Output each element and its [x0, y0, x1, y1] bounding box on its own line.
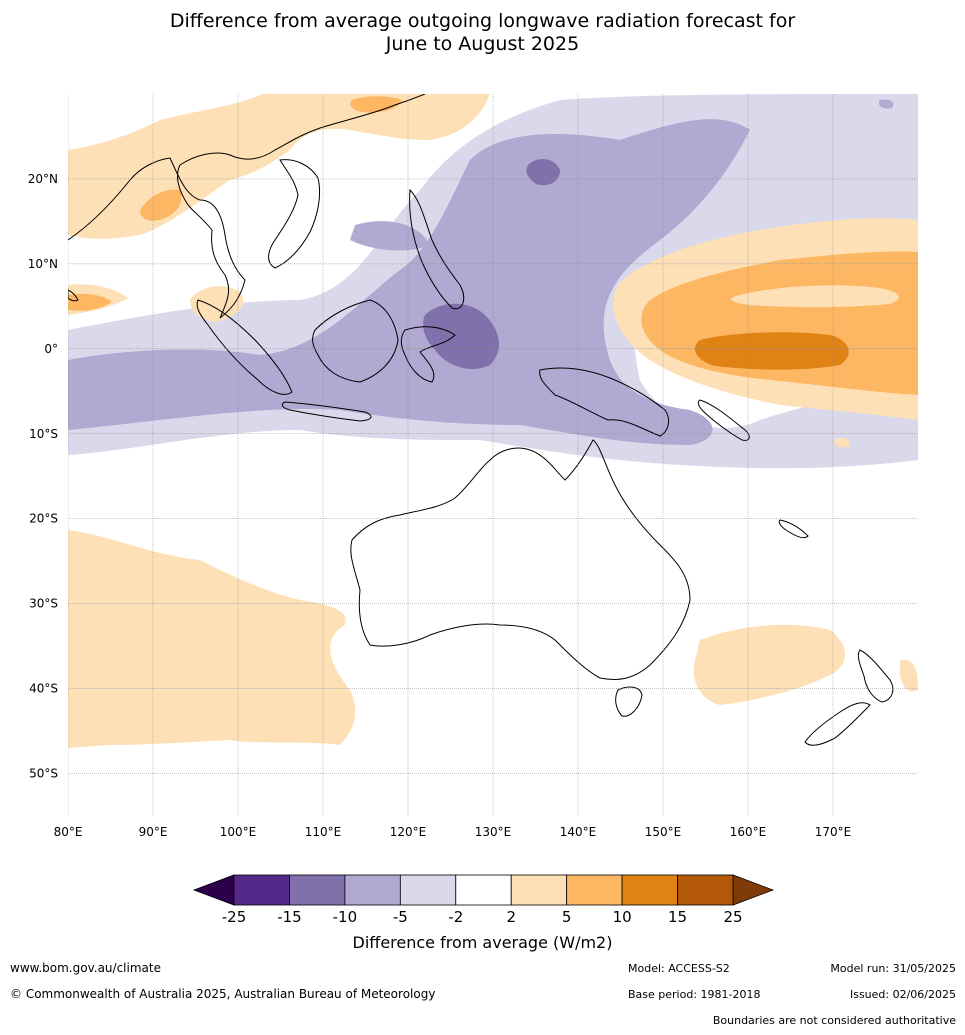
- colorbar-tick-label: -5: [393, 908, 408, 926]
- colorbar-swatch: [399, 874, 457, 906]
- lon-tick-label: 110°E: [305, 825, 342, 839]
- lat-tick-label: 0°: [44, 342, 58, 356]
- coastline-tasmania: [615, 686, 643, 717]
- lat-tick-label: 40°S: [29, 682, 58, 696]
- coastline-java: [281, 401, 372, 422]
- title-line-1: Difference from average outgoing longwav…: [169, 10, 796, 32]
- footer-model: Model: ACCESS-S2: [628, 962, 730, 975]
- land-outlines: [68, 94, 894, 746]
- lat-tick-label: 30°S: [29, 597, 58, 611]
- colorbar-tick-label: -25: [222, 908, 247, 926]
- colorbar-swatch: [566, 874, 623, 906]
- coastline-new-caledonia: [778, 519, 809, 539]
- colorbar-swatch: [677, 874, 734, 906]
- coastline-sulawesi: [400, 326, 456, 383]
- anomaly-orange-gap: [731, 285, 899, 308]
- lon-tick-label: 140°E: [560, 825, 597, 839]
- coastline-new-zealand-north: [857, 649, 894, 703]
- footer-boundaries-note: Boundaries are not considered authoritat…: [712, 1014, 956, 1027]
- colorbar-tick-label: 10: [613, 908, 632, 926]
- coastline-new-zealand-south: [804, 702, 871, 746]
- footer-model-run: Model run: 31/05/2025: [830, 962, 956, 975]
- coastline-asia-mainland: [68, 94, 426, 319]
- lat-tick-label: 20°S: [29, 512, 58, 526]
- lat-tick-label: 10°S: [29, 427, 58, 441]
- colorbar-tick-label: 15: [668, 908, 687, 926]
- coastline-solomon-islands: [697, 399, 750, 441]
- lat-tick-label: 20°N: [28, 172, 58, 186]
- footer-url[interactable]: www.bom.gov.au/climate: [10, 961, 161, 975]
- colorbar-swatch: [344, 874, 401, 906]
- colorbar-swatch: [455, 874, 512, 906]
- lon-tick-label: 160°E: [730, 825, 767, 839]
- coastline-new-guinea: [539, 367, 670, 437]
- lon-tick-label: 100°E: [220, 825, 257, 839]
- colorbar-over-arrow: [732, 874, 775, 906]
- lon-tick-label: 130°E: [475, 825, 512, 839]
- lon-tick-label: 170°E: [815, 825, 852, 839]
- title-line-2: June to August 2025: [385, 33, 580, 55]
- coastline-sri-lanka: [68, 289, 79, 302]
- lon-tick-label: 150°E: [645, 825, 682, 839]
- gridlines: [68, 94, 918, 816]
- colorbar-tick-label: 25: [723, 908, 742, 926]
- footer-base-period: Base period: 1981-2018: [628, 988, 761, 1001]
- anomaly-dark-purple: [423, 158, 560, 370]
- colorbar: -25 -15 -10 -5 -2 2 5 10 15 25: [192, 874, 775, 926]
- colorbar-tick-label: -15: [277, 908, 302, 926]
- colorbar-swatch: [233, 874, 290, 906]
- lon-tick-label: 80°E: [54, 825, 83, 839]
- coastline-borneo: [312, 299, 399, 383]
- lat-tick-label: 10°N: [28, 257, 58, 271]
- coastline-philippines: [409, 188, 465, 310]
- lon-tick-label: 120°E: [390, 825, 427, 839]
- latitude-labels: 20°N 10°N 0° 10°S 20°S 30°S 40°S 50°S: [28, 172, 58, 781]
- colorbar-swatch: [289, 874, 346, 906]
- footer-copyright: © Commonwealth of Australia 2025, Austra…: [10, 987, 436, 1001]
- anomaly-medium-purple: [68, 99, 894, 445]
- colorbar-tick-label: -2: [448, 908, 463, 926]
- lat-tick-label: 50°S: [29, 767, 58, 781]
- colorbar-under-arrow: [192, 874, 235, 906]
- coastline-australia: [350, 439, 691, 680]
- chart-title: Difference from average outgoing longwav…: [0, 10, 965, 56]
- longitude-labels: 80°E 90°E 100°E 110°E 120°E 130°E 140°E 150°E 16…: [54, 825, 852, 839]
- footer-issued: Issued: 02/06/2025: [849, 988, 956, 1001]
- colorbar-tick-label: -10: [333, 908, 358, 926]
- colorbar-tick-label: 2: [506, 908, 516, 926]
- colorbar-swatch: [510, 874, 568, 906]
- lon-tick-label: 90°E: [139, 825, 168, 839]
- colorbar-tick-label: 5: [562, 908, 572, 926]
- map-panel: [68, 94, 918, 816]
- coastline-sumatra: [196, 299, 293, 395]
- colorbar-swatch: [621, 874, 678, 906]
- coastline-indochina: [268, 159, 321, 269]
- colorbar-label: Difference from average (W/m2): [352, 933, 613, 952]
- anomaly-dark-orange: [695, 332, 849, 370]
